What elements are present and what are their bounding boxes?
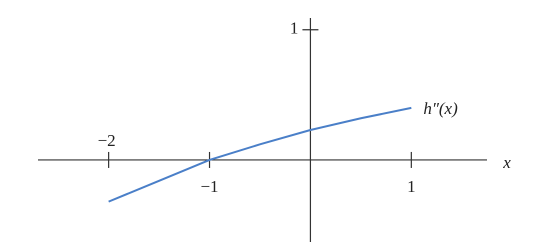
x-tick-label: −1 (200, 177, 218, 196)
x-tick-label: 1 (407, 177, 416, 196)
curve (108, 106, 412, 203)
y-tick-label: 1 (290, 19, 299, 38)
x-axis-label: x (502, 153, 511, 172)
curve-label: h″(x) (423, 99, 458, 118)
x-tick-label: −2 (98, 131, 116, 150)
